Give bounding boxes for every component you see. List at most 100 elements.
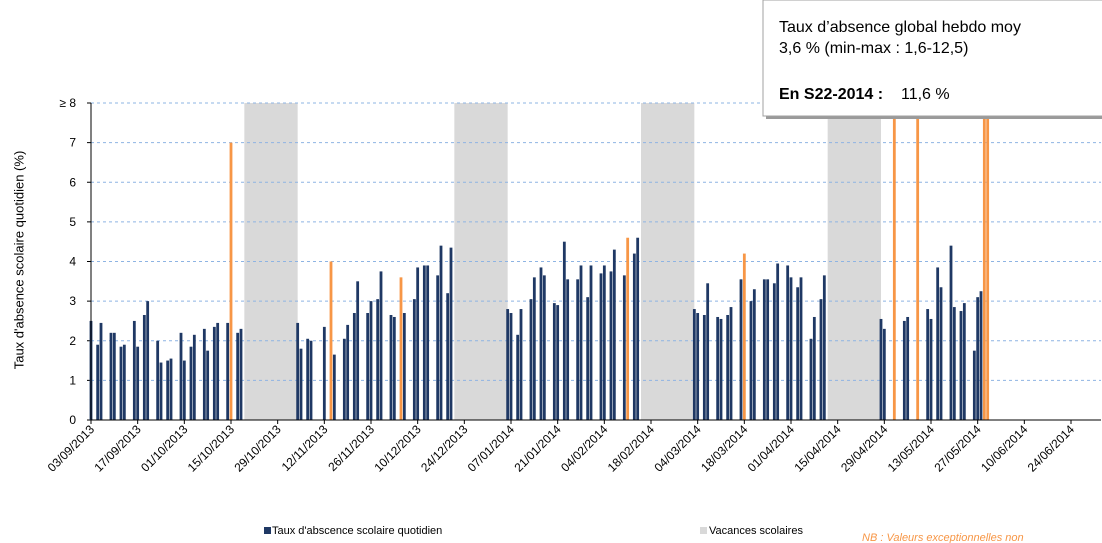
bar bbox=[796, 287, 800, 420]
bar bbox=[529, 299, 533, 420]
bar bbox=[532, 277, 536, 420]
bar bbox=[309, 340, 313, 420]
x-tick-label: 04/02/2014 bbox=[558, 422, 611, 475]
bar bbox=[376, 299, 380, 420]
bar bbox=[542, 275, 546, 420]
bar bbox=[566, 279, 570, 420]
bar bbox=[122, 344, 126, 420]
bar bbox=[576, 279, 580, 420]
bar bbox=[402, 313, 406, 420]
bar bbox=[306, 338, 310, 420]
bar bbox=[822, 275, 826, 420]
box-line: 3,6 % (min-max : 1,6-12,5) bbox=[779, 40, 968, 57]
x-tick-label: 26/11/2013 bbox=[325, 422, 377, 474]
legend-label: Vacances scolaires bbox=[709, 525, 803, 537]
bar bbox=[322, 326, 326, 420]
bar bbox=[226, 322, 230, 420]
bar bbox=[602, 265, 606, 420]
bar bbox=[189, 346, 193, 420]
bar bbox=[436, 275, 440, 420]
bar bbox=[439, 245, 443, 420]
bar bbox=[812, 316, 816, 420]
bar bbox=[809, 338, 813, 420]
bar bbox=[729, 307, 733, 420]
bar bbox=[959, 311, 963, 420]
x-tick-label: 27/05/2014 bbox=[931, 422, 984, 475]
x-tick-label: 24/12/2013 bbox=[418, 422, 471, 475]
bar bbox=[516, 334, 520, 420]
bar bbox=[446, 293, 450, 420]
bar bbox=[719, 318, 723, 420]
note: NB : Valeurs exceptionnelles non bbox=[862, 532, 1024, 543]
bar bbox=[986, 103, 990, 420]
bar bbox=[202, 328, 206, 420]
box-label: En S22-2014 : bbox=[779, 86, 883, 103]
bar bbox=[132, 320, 136, 420]
bar bbox=[416, 267, 420, 420]
bar bbox=[506, 309, 510, 420]
x-tick-label: 13/05/2014 bbox=[885, 422, 938, 475]
bar bbox=[962, 303, 966, 420]
x-tick-label: 01/10/2013 bbox=[138, 422, 191, 475]
bar bbox=[229, 142, 233, 420]
bar bbox=[96, 344, 100, 420]
bar bbox=[609, 271, 613, 420]
bar bbox=[632, 253, 636, 420]
bar bbox=[982, 103, 986, 420]
bar bbox=[586, 297, 590, 420]
bar bbox=[626, 237, 630, 420]
box-value: 11,6 % bbox=[901, 86, 950, 103]
bar bbox=[329, 261, 333, 420]
y-tick-label: 6 bbox=[69, 175, 76, 189]
bar bbox=[599, 273, 603, 420]
y-tick-label: 7 bbox=[69, 136, 76, 150]
y-axis-title: Taux d'absence scolaire quotidien (%) bbox=[11, 151, 26, 370]
x-tick-label: 24/06/2014 bbox=[1025, 422, 1078, 475]
bar bbox=[332, 354, 336, 420]
bar bbox=[206, 350, 210, 420]
bar bbox=[556, 305, 560, 420]
bar bbox=[882, 328, 886, 420]
bar bbox=[142, 314, 146, 420]
legend-swatch bbox=[264, 527, 271, 534]
y-tick-label: 2 bbox=[69, 334, 76, 348]
bar bbox=[236, 332, 240, 420]
bar bbox=[179, 332, 183, 420]
bar bbox=[239, 328, 243, 420]
y-tick-label: ≥ 8 bbox=[59, 96, 76, 110]
bar bbox=[426, 265, 430, 420]
bar bbox=[366, 313, 370, 420]
x-tick-label: 10/06/2014 bbox=[978, 422, 1031, 475]
bar bbox=[136, 346, 140, 420]
bar bbox=[169, 358, 173, 420]
x-tick-label: 17/09/2013 bbox=[91, 422, 144, 475]
y-tick-label: 5 bbox=[69, 215, 76, 229]
box-frame bbox=[762, 0, 1102, 117]
x-tick-label: 03/09/2013 bbox=[45, 422, 98, 475]
bar bbox=[412, 299, 416, 420]
bar bbox=[636, 237, 640, 420]
bar bbox=[752, 289, 756, 420]
legend-swatch bbox=[700, 527, 707, 534]
x-tick-label: 15/10/2013 bbox=[185, 422, 238, 475]
bar bbox=[552, 303, 556, 420]
bar bbox=[739, 279, 743, 420]
bar bbox=[819, 299, 823, 420]
x-tick-label: 29/10/2013 bbox=[231, 422, 284, 475]
plot-area: 0 1 2 3 4 5 6 7 ≥ 8 03/09/201317/09/201301/10/201… bbox=[45, 96, 1101, 475]
bar bbox=[109, 332, 113, 420]
bar bbox=[182, 360, 186, 420]
bar bbox=[159, 362, 163, 420]
bar bbox=[369, 301, 373, 420]
bar bbox=[726, 314, 730, 420]
bar bbox=[119, 346, 123, 420]
y-tick-label: 4 bbox=[69, 255, 76, 269]
bar bbox=[539, 267, 543, 420]
bar bbox=[146, 301, 150, 420]
bar bbox=[789, 277, 793, 420]
y-tick-label: 3 bbox=[69, 294, 76, 308]
bar bbox=[346, 324, 350, 420]
bar bbox=[902, 320, 906, 420]
bar bbox=[742, 253, 746, 420]
